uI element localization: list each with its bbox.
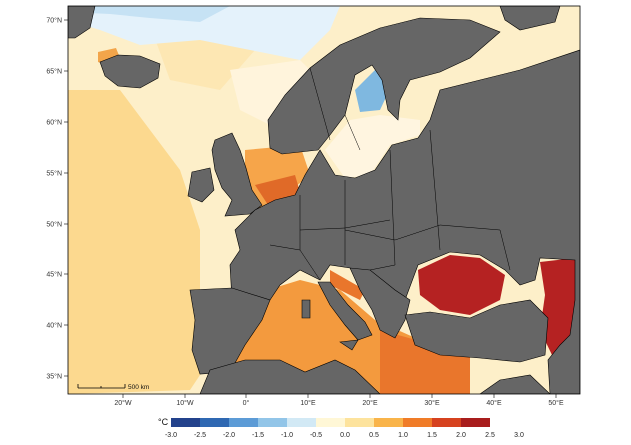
- country-borders: [269, 67, 511, 281]
- legend-swatch: [461, 418, 490, 427]
- legend-swatch: [171, 418, 200, 427]
- lon-tick-0: 0°: [243, 399, 250, 407]
- legend-label: -1.5: [252, 432, 264, 439]
- iceland: [99, 54, 161, 89]
- legend-label: -2.0: [223, 432, 235, 439]
- legend-label: 0.0: [340, 432, 350, 439]
- adriatic-hot: [330, 270, 365, 300]
- map-frame: [67, 5, 581, 395]
- legend-label: 2.5: [485, 432, 495, 439]
- middle-east: [479, 374, 551, 394]
- longitude-axis: 20°W 10°W 0° 10°E 20°E 30°E 40°E 50°E: [114, 394, 564, 407]
- iberia: [189, 287, 271, 375]
- legend-swatch: [316, 418, 345, 427]
- legend-tick-labels: -2.5 -2.0 -1.5 -1.0 -0.5 0.0 0.5 1.0 1.5 2.0 2.5 3.…: [194, 432, 524, 439]
- lon-tick-40e: 40°E: [486, 399, 502, 407]
- balkans: [349, 267, 411, 339]
- lat-tick-40n: 40°N: [46, 322, 62, 330]
- legend-label: 1.5: [427, 432, 437, 439]
- lat-tick-65n: 65°N: [46, 68, 62, 76]
- novaya-zemlya-fragment: [499, 6, 561, 31]
- scale-bar-label: 500 km: [128, 384, 149, 391]
- map-area: [68, 6, 580, 394]
- legend-swatch: [229, 418, 258, 427]
- lat-tick-45n: 45°N: [46, 271, 62, 279]
- legend-label: 3.0: [514, 432, 524, 439]
- legend-swatch: [374, 418, 403, 427]
- mainland-europe: [229, 49, 580, 394]
- black-sea: [418, 255, 505, 315]
- legend-label: 1.0: [398, 432, 408, 439]
- italy: [317, 281, 373, 341]
- sardinia-corsica: [301, 299, 311, 319]
- lon-tick-50e: 50°E: [548, 399, 564, 407]
- arctic-cool-patch: [68, 6, 340, 60]
- sicily: [339, 339, 359, 351]
- arctic-cold-patch: [68, 6, 230, 22]
- lat-tick-60n: 60°N: [46, 119, 62, 127]
- scandinavia: [267, 17, 501, 155]
- lon-tick-30e: 30°E: [424, 399, 440, 407]
- land-masses: [68, 6, 580, 394]
- scale-bar: 500 km: [77, 384, 149, 391]
- legend-swatch: [345, 418, 374, 427]
- latitude-axis: 70°N 65°N 60°N 55°N 50°N 45°N 40°N 35°N: [46, 17, 68, 381]
- caspian-sea: [540, 258, 578, 355]
- legend-label-min: -3.0: [165, 432, 177, 439]
- lat-tick-50n: 50°N: [46, 221, 62, 229]
- legend-unit: °C: [158, 417, 169, 427]
- legend-label: 0.5: [369, 432, 379, 439]
- lon-tick-10e: 10°E: [300, 399, 316, 407]
- legend-label: 2.0: [456, 432, 466, 439]
- baltic-sea: [325, 115, 420, 178]
- legend-label: -0.5: [310, 432, 322, 439]
- legend-swatches: [171, 418, 490, 427]
- legend-label: -2.5: [194, 432, 206, 439]
- lon-tick-10w: 10°W: [176, 399, 194, 407]
- lon-tick-20e: 20°E: [362, 399, 378, 407]
- ireland: [187, 167, 215, 203]
- legend-swatch: [287, 418, 316, 427]
- lat-tick-35n: 35°N: [46, 373, 62, 381]
- lon-tick-20w: 20°W: [114, 399, 132, 407]
- levantine-hot: [380, 330, 470, 394]
- lat-tick-55n: 55°N: [46, 170, 62, 178]
- legend-swatch: [200, 418, 229, 427]
- lat-tick-70n: 70°N: [46, 17, 62, 25]
- greenland-fragment: [68, 6, 96, 39]
- legend-swatch: [258, 418, 287, 427]
- great-britain: [211, 132, 263, 217]
- legend-label: -1.0: [281, 432, 293, 439]
- north-africa: [199, 359, 381, 394]
- turkey: [404, 299, 549, 363]
- atlantic-warm-patch: [68, 90, 230, 394]
- color-legend: °C -3.0 -2.5 -2.0 -1.5 -1.0 -0.5 0.0 0.5 1.0 1.5…: [158, 417, 524, 439]
- legend-swatch: [403, 418, 432, 427]
- north-sea-hot: [255, 175, 300, 208]
- legend-swatch: [432, 418, 461, 427]
